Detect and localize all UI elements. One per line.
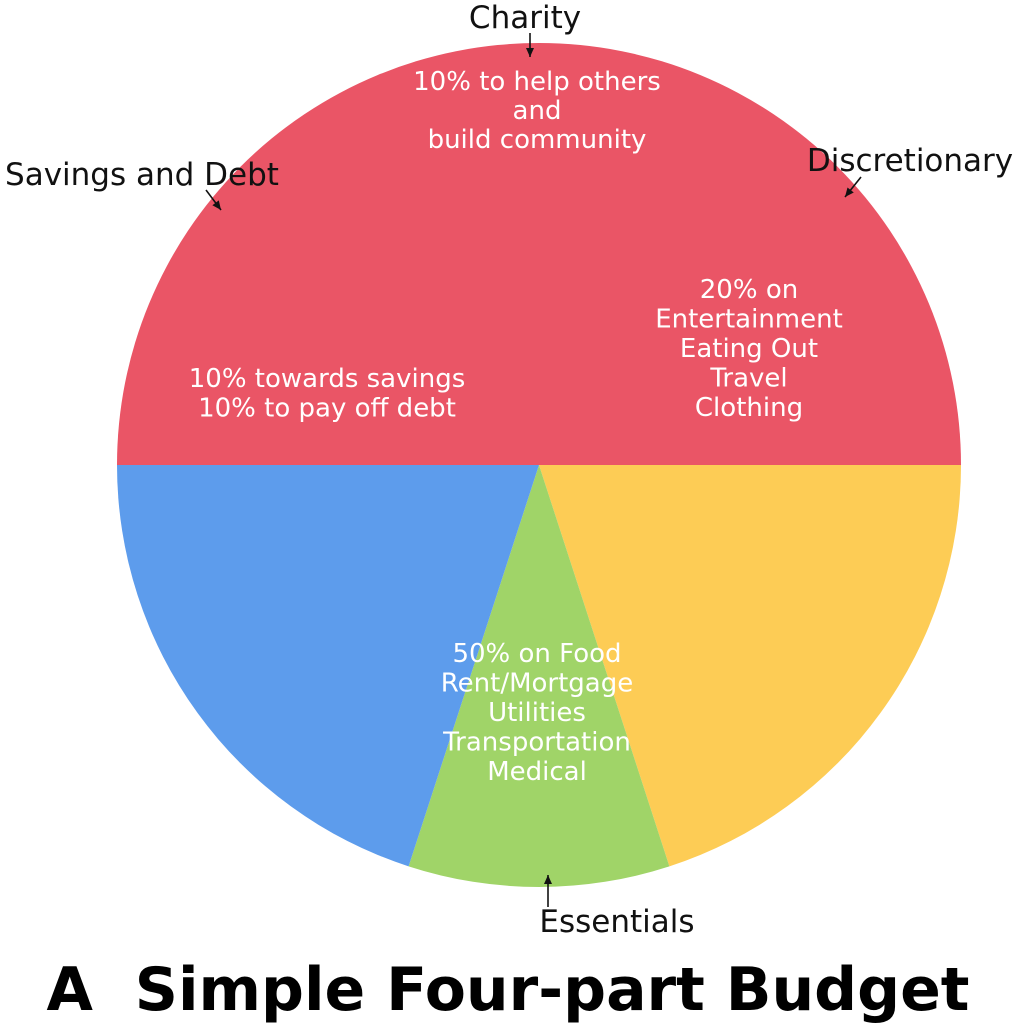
- slice-description-line: Medical: [487, 757, 587, 787]
- slice-description-line: Travel: [709, 364, 787, 394]
- slice-label-essentials: Essentials: [539, 904, 694, 940]
- slice-description-line: 10% to help others: [413, 67, 661, 97]
- pie-slice-charity: [408, 465, 670, 887]
- slice-label-charity: Charity: [469, 0, 581, 36]
- slice-description-line: Entertainment: [655, 305, 843, 335]
- slice-description-essentials: 50% on Food Rent/Mortgage Utilities Transpo…: [441, 639, 634, 787]
- slice-description-line: 10% towards savings: [189, 364, 466, 394]
- slice-description-line: build community: [428, 125, 647, 155]
- slice-description-line: 10% to pay off debt: [198, 394, 456, 424]
- pointer-arrowhead-savings-and-debt: [212, 200, 221, 210]
- pie-slice-discretionary: [117, 465, 539, 867]
- slice-description-line: 50% on Food: [452, 639, 621, 669]
- slice-description-line: Clothing: [695, 393, 803, 423]
- slices-layer: [117, 43, 961, 887]
- slice-description-line: and: [513, 96, 562, 126]
- outer-labels-layer: Essentials Savings and Debt Charity Discret…: [5, 0, 1013, 940]
- slice-description-line: Utilities: [488, 698, 586, 728]
- slice-description-discretionary: 20% on Entertainment Eating Out Travel Cloth…: [655, 275, 843, 423]
- slice-description-line: Eating Out: [680, 334, 818, 364]
- pointer-arrowhead-charity: [526, 48, 534, 57]
- slice-description-line: Rent/Mortgage: [441, 669, 634, 699]
- inner-labels-layer: 50% on Food Rent/Mortgage Utilities Transpo…: [189, 67, 843, 787]
- pie-slice-essentials: [117, 43, 961, 465]
- chart-title: A Simple Four-part Budget: [47, 955, 970, 1024]
- slice-description-line: Transportation: [442, 728, 631, 758]
- slice-description-savings-and-debt: 10% towards savings 10% to pay off debt: [189, 364, 466, 424]
- slice-label-discretionary: Discretionary: [807, 143, 1013, 179]
- pie-slice-savings-and-debt: [539, 465, 961, 867]
- slice-description-line: 20% on: [700, 275, 798, 305]
- pointer-arrowhead-essentials: [544, 875, 552, 884]
- slice-label-savings-and-debt: Savings and Debt: [5, 157, 279, 193]
- pointer-arrowhead-discretionary: [845, 187, 854, 197]
- slice-description-charity: 10% to help others and build community: [413, 67, 661, 155]
